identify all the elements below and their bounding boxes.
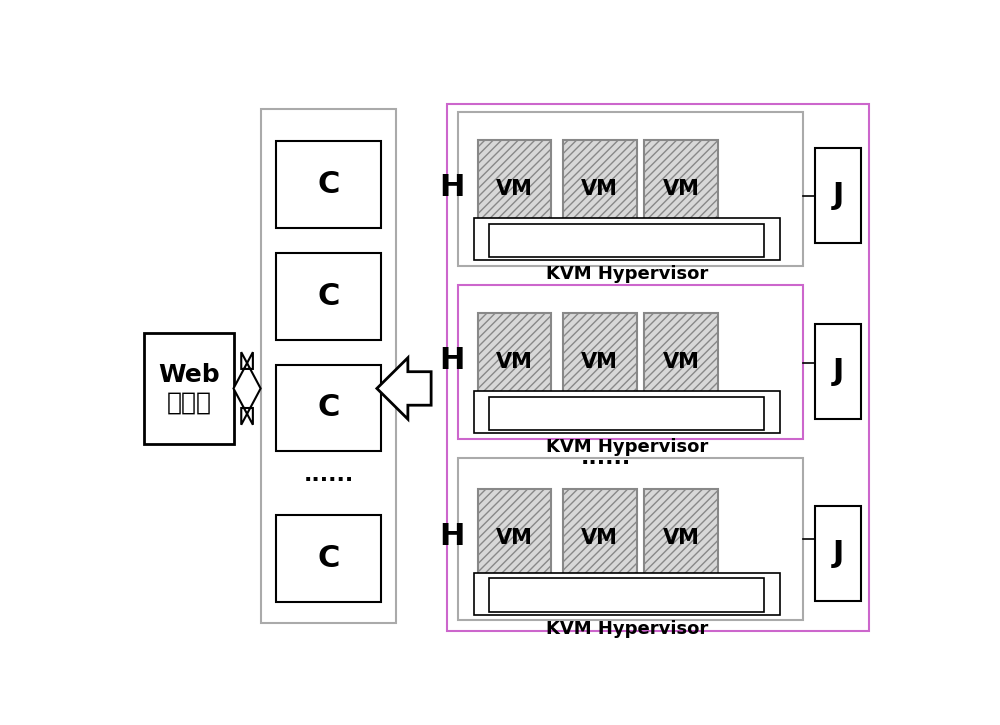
Text: Web
服务器: Web 服务器 — [158, 362, 220, 415]
Text: C: C — [317, 544, 340, 573]
Bar — [563, 313, 637, 411]
Polygon shape — [234, 352, 261, 425]
Bar — [563, 489, 637, 587]
Text: VM: VM — [581, 179, 618, 199]
Text: J: J — [832, 181, 844, 210]
Bar — [458, 458, 803, 620]
Text: VM: VM — [581, 352, 618, 372]
Bar — [458, 285, 803, 439]
Bar — [815, 149, 861, 244]
Text: H: H — [439, 173, 465, 202]
Bar — [815, 506, 861, 600]
Text: VM: VM — [663, 352, 700, 372]
Bar — [489, 224, 764, 257]
Text: VM: VM — [496, 352, 533, 372]
Bar — [458, 112, 803, 265]
Bar — [447, 104, 869, 631]
Bar — [644, 489, 718, 587]
Text: C: C — [317, 282, 340, 311]
Bar — [489, 397, 764, 431]
Text: VM: VM — [663, 179, 700, 199]
Text: C: C — [317, 170, 340, 199]
Bar — [474, 573, 780, 615]
Bar — [478, 489, 551, 587]
Text: J: J — [832, 357, 844, 386]
Bar — [276, 141, 381, 228]
Bar — [489, 579, 764, 612]
Text: KVM Hypervisor: KVM Hypervisor — [546, 619, 708, 637]
Bar — [261, 109, 396, 623]
Text: H: H — [439, 346, 465, 375]
Bar — [276, 253, 381, 339]
Bar — [474, 218, 780, 260]
Text: VM: VM — [496, 179, 533, 199]
Text: KVM Hypervisor: KVM Hypervisor — [546, 438, 708, 456]
Bar — [276, 515, 381, 602]
Bar — [815, 324, 861, 419]
Bar — [144, 333, 234, 444]
Text: KVM Hypervisor: KVM Hypervisor — [546, 265, 708, 283]
Text: VM: VM — [581, 528, 618, 548]
Text: H: H — [439, 522, 465, 551]
Text: ......: ...... — [580, 448, 631, 468]
Text: VM: VM — [496, 528, 533, 548]
Text: C: C — [317, 394, 340, 423]
Text: J: J — [832, 539, 844, 568]
Polygon shape — [377, 357, 431, 419]
Text: ......: ...... — [303, 465, 354, 485]
Bar — [563, 140, 637, 238]
Bar — [644, 313, 718, 411]
Bar — [474, 392, 780, 433]
Bar — [478, 140, 551, 238]
Bar — [276, 365, 381, 451]
Bar — [478, 313, 551, 411]
Text: VM: VM — [663, 528, 700, 548]
Bar — [644, 140, 718, 238]
